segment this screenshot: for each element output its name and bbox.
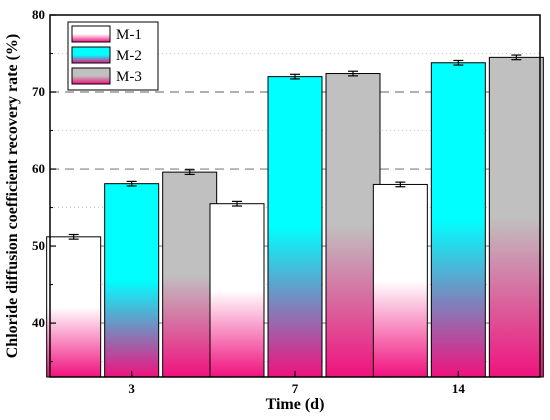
y-tick-label: 70 xyxy=(32,84,45,99)
y-tick-label: 40 xyxy=(32,315,45,330)
bar-M-2-7 xyxy=(267,76,323,378)
bar-M-1-3 xyxy=(46,236,102,378)
bar-M-2-14 xyxy=(430,62,486,378)
x-tick-label: 3 xyxy=(128,381,135,396)
legend: M-1 M-2 M-3 xyxy=(67,21,159,91)
legend-swatch xyxy=(71,46,111,64)
legend-label: M-2 xyxy=(116,48,142,64)
y-tick-label: 60 xyxy=(32,161,45,176)
x-axis-title: Time (d) xyxy=(266,396,325,413)
bars xyxy=(46,54,544,378)
bar-M-1-7 xyxy=(209,203,265,378)
axes: 40 50 60 70 80 3 7 14 xyxy=(32,7,541,396)
legend-label: M-3 xyxy=(116,69,142,85)
bar-M-3-14 xyxy=(488,56,544,378)
x-tick-label: 14 xyxy=(452,381,466,396)
bar-M-3-7 xyxy=(325,73,381,378)
y-tick-label: 80 xyxy=(32,7,45,22)
legend-swatch xyxy=(71,67,111,85)
bar-M-2-3 xyxy=(104,183,160,378)
bar-M-1-14 xyxy=(372,183,428,378)
y-axis-title: Chloride diffusion coefficient recovery … xyxy=(4,34,21,359)
legend-swatch xyxy=(71,25,111,43)
legend-label: M-1 xyxy=(116,27,142,43)
bar-M-3-3 xyxy=(162,171,218,378)
y-tick-label: 50 xyxy=(32,238,45,253)
x-tick-label: 7 xyxy=(292,381,299,396)
